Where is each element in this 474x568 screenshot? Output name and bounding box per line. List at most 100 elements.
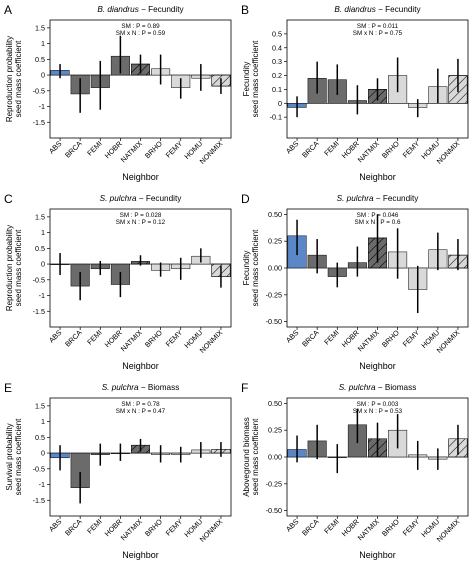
y-tick-label: -0.5	[33, 464, 45, 473]
x-tick-label: FEMI	[85, 139, 104, 158]
y-tick-label: 0.1	[272, 85, 282, 94]
x-tick-label: NATMIX	[119, 139, 144, 164]
stat-line: SM : P = 0.78	[121, 401, 160, 408]
y-tick-label: 0.5	[35, 244, 45, 253]
y-tick-label: 0.50	[268, 210, 282, 219]
title-species: B. diandrus	[334, 5, 375, 14]
title-species: S. pulchra	[337, 194, 374, 203]
x-tick-label: BRCA	[63, 139, 84, 160]
y-tick-label: -1.5	[33, 496, 45, 505]
y-tick-label: 0	[278, 99, 282, 108]
y-tick-label: 0	[41, 260, 45, 269]
x-tick-label: BRHO	[380, 139, 401, 160]
y-tick-label: 0.2	[272, 71, 282, 80]
stat-line: SM : P = 0.003	[357, 401, 399, 408]
title-species: B. diandrus	[97, 5, 138, 14]
x-tick-label: BRCA	[63, 328, 84, 349]
y-tick-label: -0.5	[33, 275, 45, 284]
y-axis-label-line2: seed mass coefficient	[14, 418, 23, 496]
y-axis-label-line2: seed mass coefficient	[251, 40, 260, 118]
x-tick-label: ABS	[47, 139, 64, 156]
y-tick-label: -0.50	[266, 317, 282, 326]
y-tick-label: 1.5	[35, 401, 45, 410]
x-tick-label: FEMY	[401, 328, 422, 349]
y-tick-label: 0.5	[35, 55, 45, 64]
y-tick-label: 0.25	[268, 426, 282, 435]
title-metric: − Biomass	[139, 383, 180, 392]
panel-letter: E	[4, 381, 12, 395]
y-tick-label: -1	[39, 291, 45, 300]
panel-title: S. pulchra − Fecundity	[100, 194, 183, 203]
panel-title: B. diandrus − Fecundity	[97, 5, 184, 14]
y-axis-label-line1: Survival probability	[5, 423, 14, 490]
panel-title: S. pulchra − Biomass	[102, 383, 180, 392]
x-tick-label: FEMI	[322, 139, 341, 158]
x-tick-label: FEMI	[85, 328, 104, 347]
panel-letter: B	[241, 3, 249, 17]
panel-title: B. diandrus − Fecundity	[334, 5, 421, 14]
stat-line: SM : P = 0.89	[121, 23, 160, 30]
y-axis-label-line1: Reproduction probability	[5, 225, 14, 311]
y-axis-label-line1: Fecundity	[242, 62, 251, 97]
x-tick-label: FEMI	[322, 328, 341, 347]
panel-title: S. pulchra − Fecundity	[337, 194, 420, 203]
y-tick-label: 0.4	[272, 43, 282, 52]
y-tick-label: -1.5	[33, 307, 45, 316]
y-axis-label-line2: seed mass coefficient	[251, 229, 260, 307]
x-tick-label: FEMI	[322, 517, 341, 536]
x-tick-label: NATMIX	[356, 517, 381, 542]
panel-letter: A	[4, 3, 12, 17]
y-tick-label: 0.3	[272, 57, 282, 66]
y-axis-label-line2: seed mass coefficient	[251, 418, 260, 496]
y-tick-label: 1	[41, 417, 45, 426]
x-tick-label: FEMY	[164, 517, 185, 538]
x-tick-label: FEMY	[164, 139, 185, 160]
title-species: S. pulchra	[100, 194, 137, 203]
y-tick-label: -1	[39, 102, 45, 111]
y-tick-label: 0.00	[268, 264, 282, 273]
x-tick-label: BRHO	[143, 328, 164, 349]
panel-title: S. pulchra − Biomass	[339, 383, 417, 392]
x-tick-label: NATMIX	[119, 328, 144, 353]
stat-line: SM x N : P = 0.47	[116, 408, 166, 415]
y-axis-label-line1: Reproduction probability	[5, 36, 14, 122]
x-tick-label: BRHO	[380, 328, 401, 349]
title-species: S. pulchra	[339, 383, 376, 392]
x-tick-label: BRCA	[300, 139, 321, 160]
x-tick-label: BRCA	[300, 328, 321, 349]
y-tick-label: -0.25	[266, 290, 282, 299]
x-tick-label: BRHO	[380, 517, 401, 538]
x-axis-label: Neighbor	[359, 361, 396, 371]
title-species: S. pulchra	[102, 383, 139, 392]
x-tick-label: ABS	[284, 139, 301, 156]
panel-b: B B. diandrus − Fecundity SM : P = 0.011SM…	[241, 3, 469, 182]
y-tick-label: -1.5	[33, 118, 45, 127]
stat-line: SM x N : P = 0.53	[353, 408, 403, 415]
x-tick-label: NATMIX	[356, 139, 381, 164]
x-axis-label: Neighbor	[122, 172, 159, 182]
title-metric: − Fecundity	[376, 5, 422, 14]
panel-letter: D	[241, 192, 250, 206]
x-tick-label: BRHO	[143, 517, 164, 538]
x-axis-label: Neighbor	[122, 361, 159, 371]
x-tick-label: ABS	[47, 328, 64, 345]
x-tick-label: BRCA	[63, 517, 84, 538]
x-tick-label: BRHO	[143, 139, 164, 160]
y-tick-label: -0.1	[270, 113, 282, 122]
y-tick-label: 0	[41, 449, 45, 458]
x-axis-label: Neighbor	[359, 172, 396, 182]
y-tick-label: -0.5	[33, 86, 45, 95]
x-tick-label: ABS	[47, 517, 64, 534]
y-axis-label-line1: Aboveground biomass	[242, 417, 251, 497]
panel-letter: C	[4, 192, 13, 206]
y-tick-label: 1	[41, 39, 45, 48]
title-metric: − Fecundity	[139, 5, 185, 14]
y-tick-label: 1	[41, 228, 45, 237]
y-tick-label: 0	[41, 71, 45, 80]
x-axis-label: Neighbor	[359, 550, 396, 560]
y-tick-label: 0.5	[35, 433, 45, 442]
stat-line: SM x N : P = 0.12	[116, 219, 166, 226]
